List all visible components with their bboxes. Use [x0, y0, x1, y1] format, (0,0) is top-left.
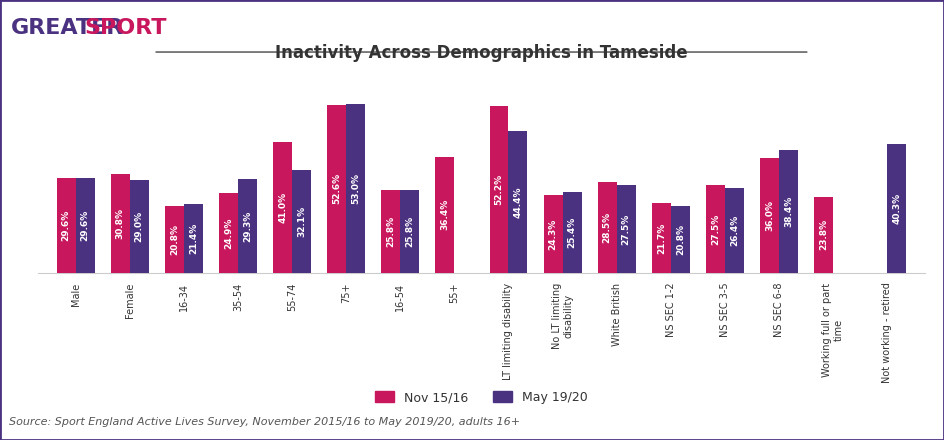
Bar — [219, 193, 238, 273]
Bar — [760, 158, 779, 273]
Bar — [110, 174, 129, 273]
Bar — [76, 178, 94, 273]
Bar — [509, 131, 528, 273]
Bar — [273, 142, 292, 273]
Text: 25.8%: 25.8% — [405, 216, 414, 247]
Text: 52.6%: 52.6% — [332, 173, 341, 204]
Bar — [490, 106, 509, 273]
Text: 24.3%: 24.3% — [548, 218, 558, 249]
Bar — [652, 203, 671, 273]
Legend: Nov 15/16, May 19/20: Nov 15/16, May 19/20 — [370, 386, 593, 409]
Bar — [129, 180, 149, 273]
Text: 28.5%: 28.5% — [602, 212, 612, 243]
Bar — [779, 150, 798, 273]
Text: GREATER: GREATER — [11, 18, 125, 37]
Text: 36.4%: 36.4% — [441, 199, 449, 230]
Bar — [165, 206, 184, 273]
Text: 27.5%: 27.5% — [622, 213, 631, 245]
Bar — [292, 170, 311, 273]
Title: Inactivity Across Demographics in Tameside: Inactivity Across Demographics in Tamesi… — [275, 44, 688, 62]
Bar — [400, 191, 419, 273]
Text: 26.4%: 26.4% — [730, 215, 739, 246]
Text: 25.8%: 25.8% — [386, 216, 396, 247]
Text: 29.3%: 29.3% — [243, 210, 252, 242]
Text: 21.7%: 21.7% — [657, 223, 666, 254]
Bar — [238, 179, 257, 273]
Text: 29.0%: 29.0% — [135, 211, 143, 242]
Text: 41.0%: 41.0% — [278, 192, 287, 223]
Text: SPORT: SPORT — [84, 18, 166, 37]
Text: 52.2%: 52.2% — [495, 174, 503, 205]
Bar — [563, 192, 582, 273]
Text: Source: Sport England Active Lives Survey, November 2015/16 to May 2019/20, adul: Source: Sport England Active Lives Surve… — [9, 417, 520, 427]
Bar — [381, 191, 400, 273]
Text: 44.4%: 44.4% — [514, 186, 522, 218]
Bar — [544, 195, 563, 273]
Bar — [706, 185, 725, 273]
Text: 24.9%: 24.9% — [224, 217, 233, 249]
Bar — [57, 178, 76, 273]
Bar — [616, 185, 635, 273]
Text: 27.5%: 27.5% — [711, 213, 720, 245]
Text: 53.0%: 53.0% — [351, 172, 361, 204]
Text: 32.1%: 32.1% — [297, 206, 306, 237]
Bar — [184, 205, 203, 273]
Text: 29.6%: 29.6% — [61, 210, 71, 241]
Text: 38.4%: 38.4% — [784, 196, 793, 227]
Text: 20.8%: 20.8% — [676, 224, 684, 255]
Bar — [887, 144, 906, 273]
Text: 20.8%: 20.8% — [170, 224, 178, 255]
Bar — [435, 157, 454, 273]
Bar — [671, 206, 690, 273]
Text: 40.3%: 40.3% — [892, 193, 902, 224]
Text: 36.0%: 36.0% — [765, 200, 774, 231]
Text: 21.4%: 21.4% — [189, 223, 198, 254]
Text: 23.8%: 23.8% — [819, 219, 828, 250]
Bar — [346, 103, 365, 273]
Bar — [598, 182, 616, 273]
Bar — [725, 188, 744, 273]
Bar — [328, 105, 346, 273]
Bar — [814, 197, 834, 273]
Text: 25.4%: 25.4% — [567, 216, 577, 248]
Text: 30.8%: 30.8% — [116, 208, 125, 239]
Text: 29.6%: 29.6% — [80, 210, 90, 241]
